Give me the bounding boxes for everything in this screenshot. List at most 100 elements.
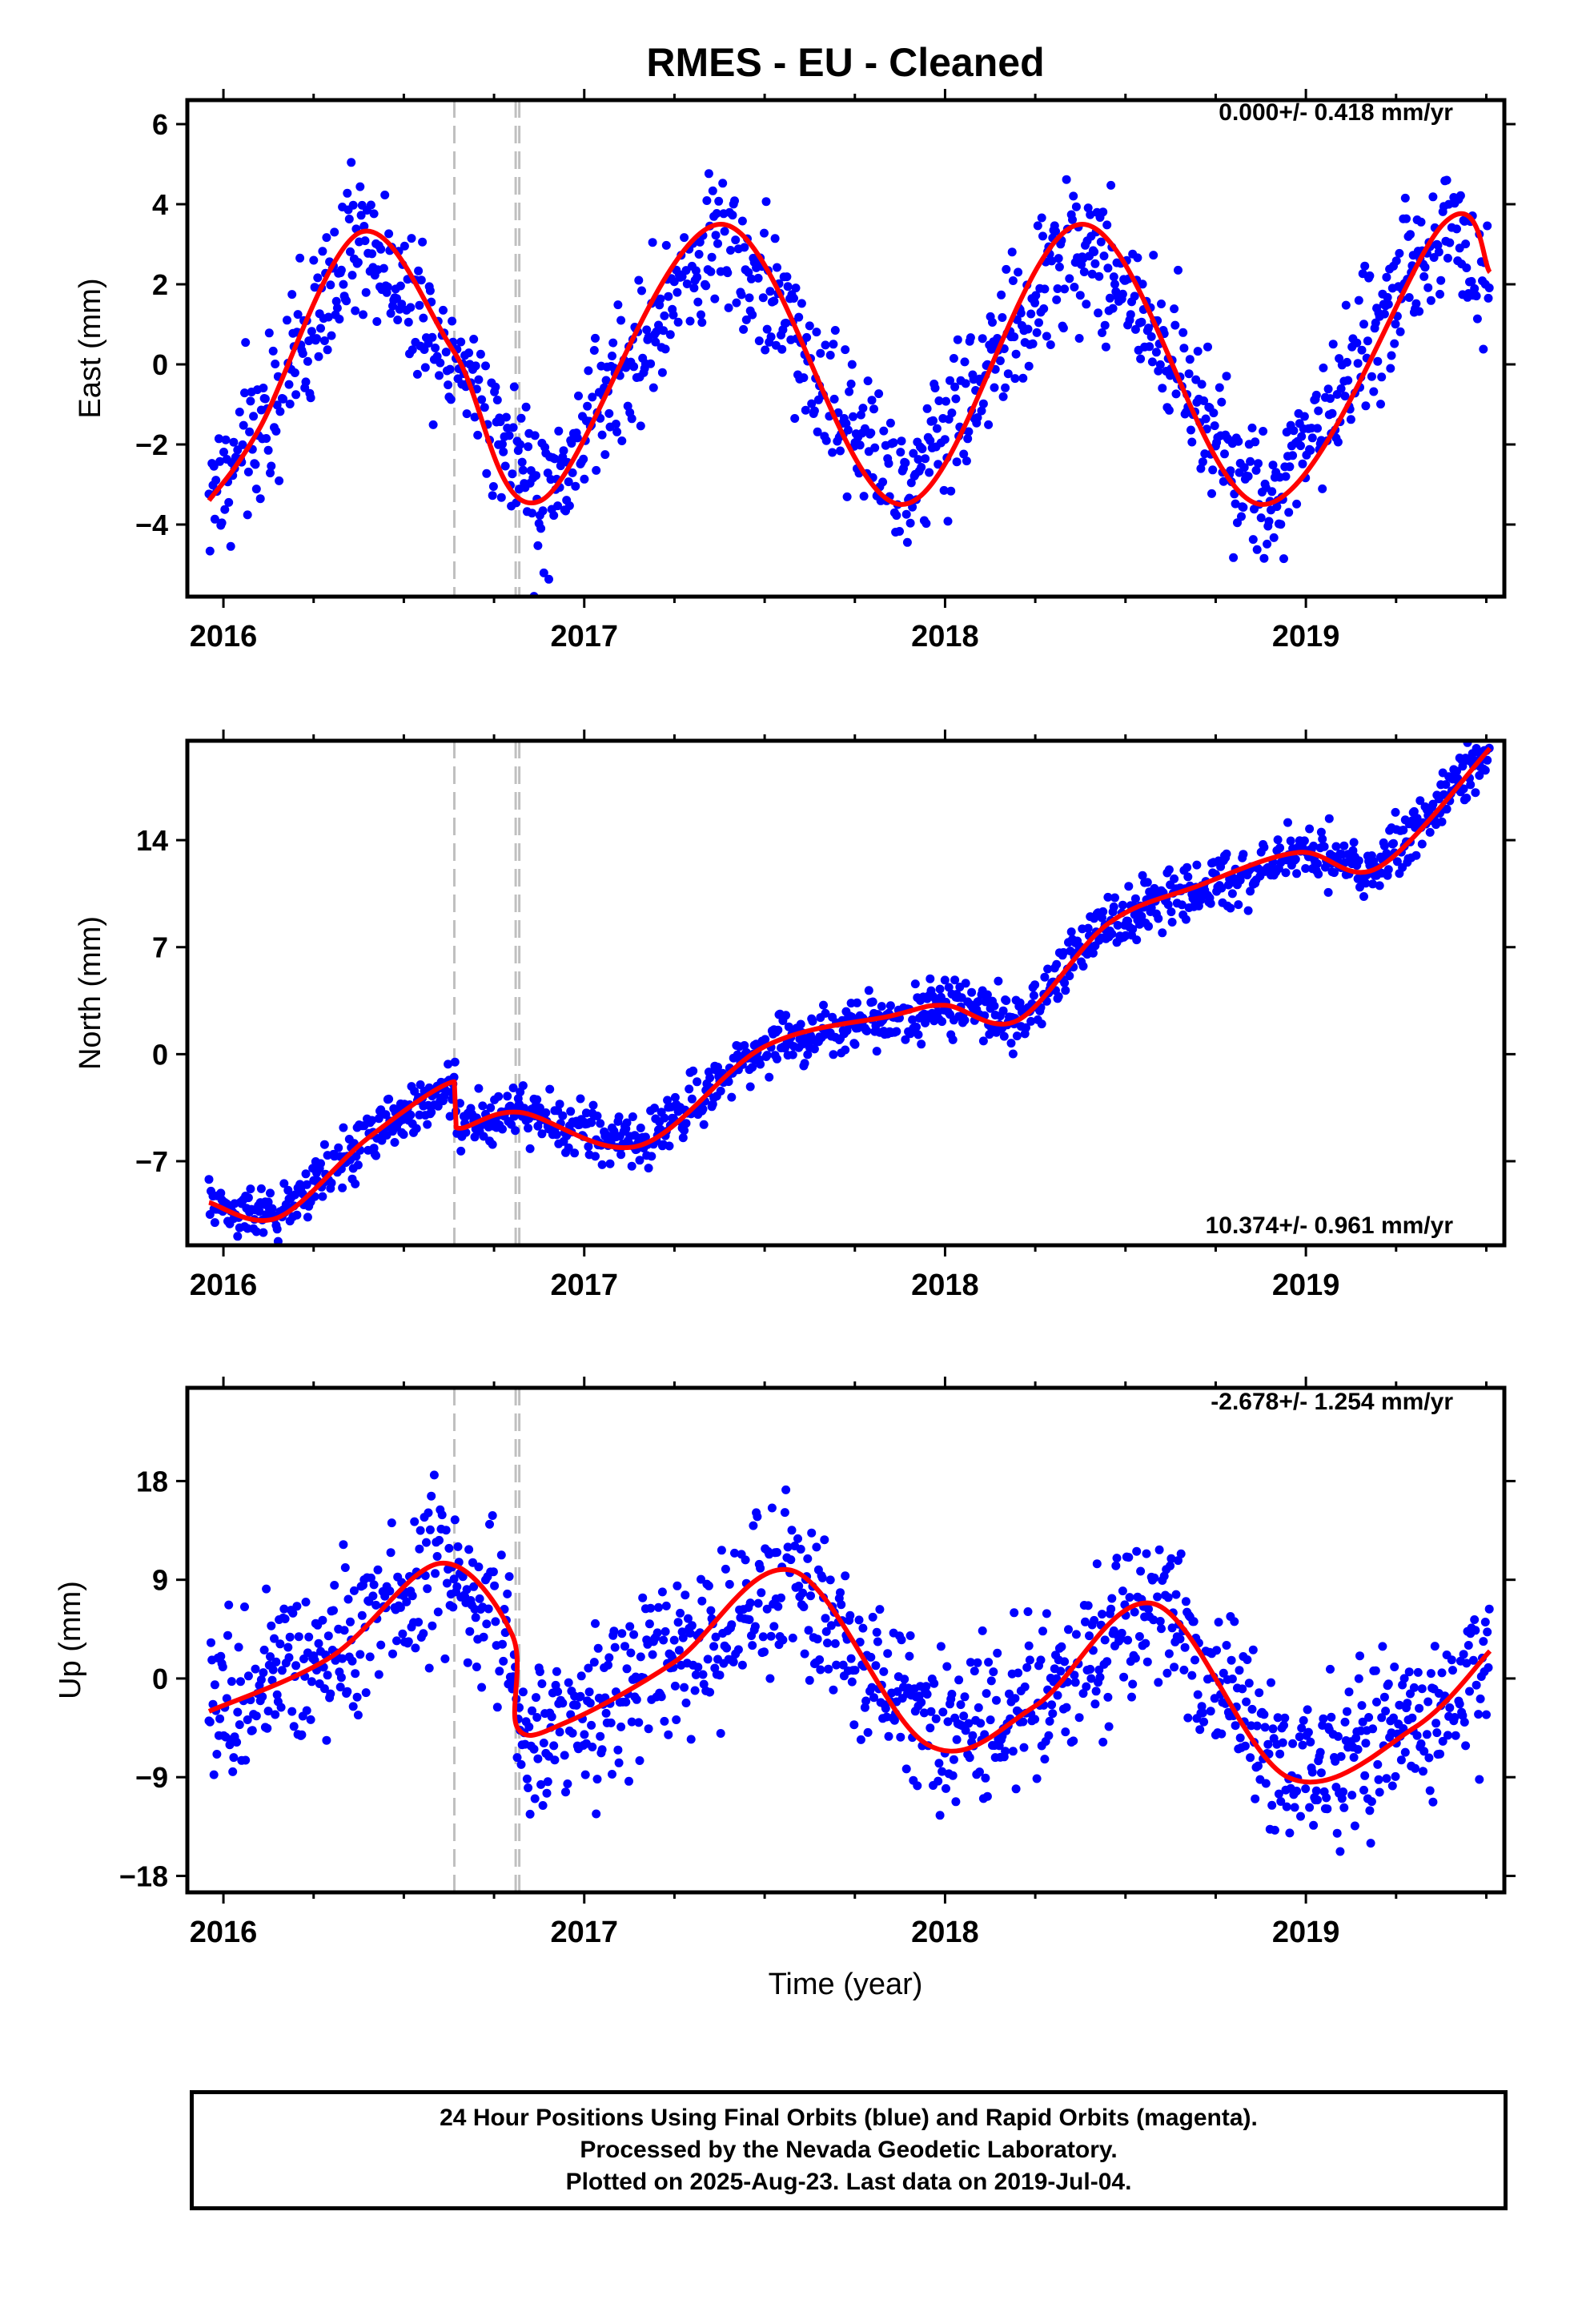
east-data-point	[1199, 396, 1209, 405]
up-data-point	[1301, 1784, 1311, 1794]
up-data-point	[484, 1604, 493, 1614]
east-data-point	[1289, 426, 1299, 436]
up-data-point	[982, 1791, 992, 1801]
east-data-point	[634, 275, 644, 285]
north-data-point	[1452, 766, 1461, 776]
up-data-point	[826, 1621, 836, 1630]
east-data-point	[1010, 332, 1019, 342]
up-data-point	[1290, 1803, 1299, 1812]
up-data-point	[922, 1690, 932, 1699]
up-data-point	[1389, 1713, 1398, 1723]
up-data-point	[1471, 1626, 1480, 1635]
north-data-point	[670, 1092, 680, 1102]
east-data-point	[1259, 427, 1268, 436]
up-data-point	[387, 1518, 396, 1528]
east-data-point	[895, 527, 904, 536]
east-data-point	[1098, 207, 1108, 217]
up-data-point	[980, 1730, 990, 1739]
east-data-point	[1346, 415, 1355, 424]
east-data-point	[1028, 339, 1038, 348]
north-data-point	[1375, 881, 1384, 891]
north-data-point	[584, 1142, 593, 1152]
up-data-point	[452, 1582, 462, 1591]
up-data-point	[475, 1594, 484, 1603]
up-data-point	[1465, 1687, 1474, 1696]
east-data-point	[1239, 463, 1249, 472]
east-data-point	[1170, 320, 1180, 330]
up-data-point	[975, 1767, 984, 1777]
east-data-point	[209, 461, 219, 471]
up-data-point	[227, 1677, 236, 1687]
east-data-point	[731, 235, 741, 245]
up-data-point	[954, 1675, 964, 1685]
east-data-point	[1383, 292, 1392, 302]
up-data-point	[1082, 1682, 1091, 1691]
north-data-point	[406, 1110, 416, 1120]
east-data-point	[480, 403, 489, 412]
east-data-point	[896, 448, 905, 457]
up-data-point	[1451, 1731, 1460, 1740]
east-data-point	[799, 373, 809, 383]
east-data-point	[863, 376, 873, 386]
up-ytick-label: 18	[136, 1465, 168, 1498]
east-data-point	[1086, 210, 1095, 219]
east-data-point	[664, 292, 673, 301]
east-data-point	[1435, 289, 1444, 299]
up-data-point	[841, 1571, 850, 1581]
north-data-point	[877, 1002, 886, 1011]
east-data-point	[326, 280, 335, 290]
north-data-point	[1425, 827, 1435, 837]
up-data-point	[1479, 1637, 1488, 1647]
east-data-point	[997, 290, 1006, 300]
east-data-point	[760, 228, 769, 238]
east-data-point	[1307, 433, 1317, 443]
east-data-point	[425, 286, 435, 296]
north-data-point	[761, 1035, 770, 1044]
east-data-point	[1251, 465, 1261, 475]
up-data-point	[1395, 1700, 1404, 1710]
up-data-point	[1010, 1608, 1019, 1618]
east-data-point	[1423, 283, 1433, 292]
north-data-point	[1103, 892, 1113, 902]
east-data-point	[1003, 369, 1013, 379]
east-data-point	[539, 568, 548, 577]
east-data-point	[462, 409, 472, 419]
up-data-point	[706, 1606, 716, 1615]
up-data-point	[1285, 1828, 1295, 1838]
up-data-point	[374, 1670, 383, 1679]
east-data-point	[1234, 436, 1243, 446]
up-data-point	[441, 1526, 451, 1535]
north-data-point	[640, 1132, 650, 1142]
up-data-point	[815, 1655, 825, 1664]
up-data-point	[310, 1655, 319, 1665]
up-data-point	[1022, 1663, 1032, 1672]
east-data-point	[1323, 384, 1333, 394]
east-data-point	[998, 313, 1007, 322]
east-data-point	[339, 279, 348, 289]
up-data-point	[1078, 1689, 1088, 1699]
north-data-point	[912, 1022, 921, 1031]
north-data-point	[588, 1100, 598, 1110]
north-data-point	[273, 1236, 283, 1245]
up-data-point	[1091, 1687, 1101, 1696]
east-data-point	[847, 360, 857, 369]
north-data-point	[1299, 836, 1309, 846]
east-data-point	[1147, 357, 1157, 367]
north-data-point	[616, 1150, 626, 1160]
east-data-point	[1151, 348, 1161, 357]
up-data-point	[1372, 1697, 1381, 1707]
up-data-point	[1387, 1781, 1397, 1791]
east-data-point	[855, 440, 865, 450]
east-data-point	[379, 263, 388, 273]
north-data-point	[1324, 814, 1334, 823]
east-data-point	[723, 268, 733, 278]
north-data-point	[1415, 796, 1425, 806]
east-data-point	[445, 364, 455, 374]
east-data-point	[319, 336, 329, 345]
east-data-point	[813, 427, 822, 436]
east-data-point	[1219, 476, 1228, 486]
north-data-point	[1158, 928, 1167, 938]
up-data-point	[767, 1503, 777, 1513]
east-data-point	[1071, 202, 1081, 211]
up-data-point	[1428, 1797, 1438, 1807]
